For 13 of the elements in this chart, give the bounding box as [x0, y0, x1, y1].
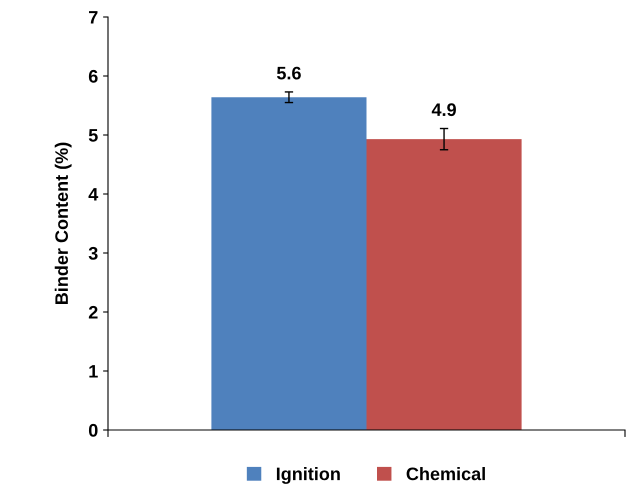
y-tick-label: 6	[88, 70, 98, 83]
data-label: 4.9	[432, 103, 456, 116]
legend-label: Ignition	[276, 466, 340, 484]
legend-label: Chemical	[406, 466, 485, 480]
y-tick-label: 2	[88, 306, 98, 319]
y-tick-label: 5	[88, 129, 98, 142]
y-axis-title: Binder Content (%)	[54, 142, 72, 304]
y-tick-label: 4	[88, 188, 98, 201]
y-tick-label: 0	[88, 424, 98, 437]
y-tick-label: 7	[89, 11, 98, 24]
y-tick-label: 3	[88, 246, 98, 260]
y-tick-label: 1	[89, 365, 98, 378]
data-label: 5.6	[276, 66, 301, 80]
